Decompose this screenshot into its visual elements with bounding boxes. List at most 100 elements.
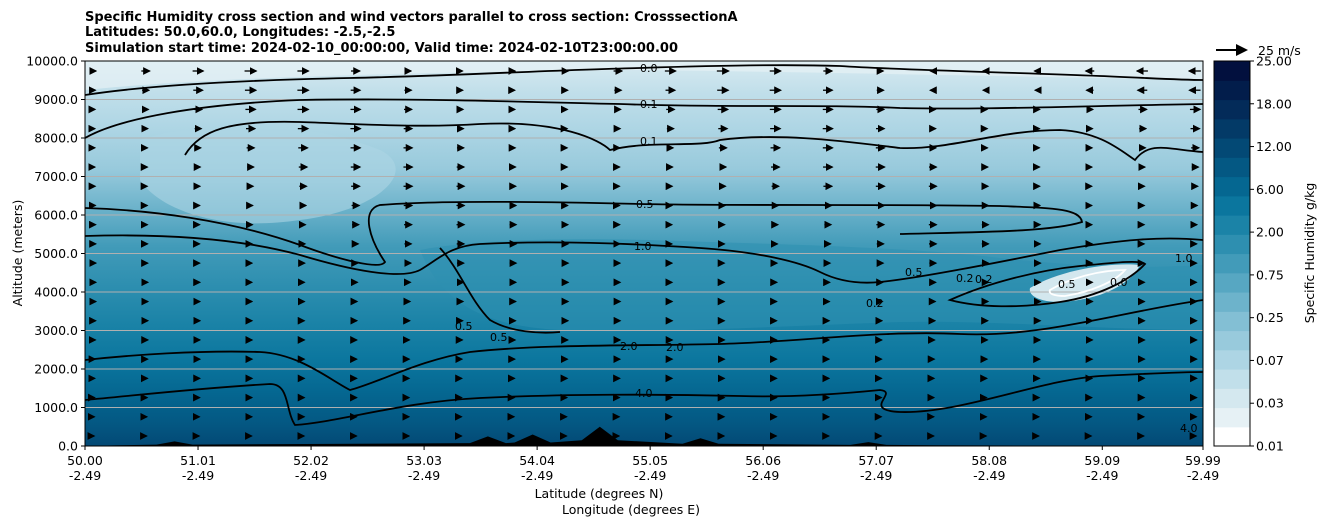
colorbar-tick-label: 25.00	[1256, 54, 1292, 69]
colorbar-tick-label: 2.00	[1256, 225, 1284, 240]
colorbar-tick-label: 0.01	[1256, 439, 1284, 454]
contour-label-6: 0.5	[905, 266, 923, 279]
y-axis-label: Altitude (meters)	[10, 200, 25, 307]
contour-label-5: 1.0	[634, 240, 652, 253]
y-tick-label: 6000.0	[34, 208, 78, 223]
x-axis: 50.00-2.4951.01-2.4952.02-2.4953.03-2.49…	[67, 446, 1221, 483]
x-tick-label-lon: -2.49	[408, 468, 440, 483]
contour-label-2: 0.1	[640, 98, 658, 111]
colorbar-tick-label: 0.25	[1256, 310, 1284, 325]
contour-label-3: 0.1	[640, 135, 658, 148]
colorbar-band	[1214, 253, 1250, 274]
contour-0.0	[85, 64, 1203, 96]
plot-area: 0.0 0.1 0.1 0.5 1.0 0.5 0.2 0.2 0.2 0.5 …	[85, 61, 1203, 446]
y-tick-label: 1000.0	[34, 400, 78, 415]
terrain	[85, 426, 1203, 446]
y-tick-label: 10000.0	[26, 54, 78, 69]
colorbar-band	[1214, 426, 1250, 447]
x-tick-label-lat: 59.99	[1185, 453, 1221, 468]
x-tick-label-lat: 58.08	[971, 453, 1007, 468]
x-tick-label-lon: -2.49	[1086, 468, 1118, 483]
colorbar-band	[1214, 80, 1250, 101]
y-tick-label: 4000.0	[34, 285, 78, 300]
wind-key-label: 25 m/s	[1258, 43, 1301, 58]
x-tick-label-lon: -2.49	[521, 468, 553, 483]
x-tick-label-lon: -2.49	[634, 468, 666, 483]
x-tick-label-lat: 51.01	[180, 453, 216, 468]
y-tick-label: 8000.0	[34, 131, 78, 146]
contour-label-14: 4.0	[635, 387, 653, 400]
colorbar-band	[1214, 349, 1250, 370]
contour-label-4: 0.5	[636, 198, 654, 211]
colorbar-tick-label: 12.00	[1256, 139, 1292, 154]
y-tick-label: 9000.0	[34, 92, 78, 107]
colorbar-band	[1214, 118, 1250, 139]
y-axis: 0.0 1000.0 2000.0 3000.0 4000.0 5000.0 6000.0 7…	[26, 54, 85, 454]
colorbar-band	[1214, 176, 1250, 197]
colorbar-frame	[1213, 60, 1251, 447]
x-tick-label-lon: -2.49	[69, 468, 101, 483]
colorbar-band	[1214, 272, 1250, 293]
contour-1.0	[85, 234, 1203, 284]
colorbar-band	[1214, 407, 1250, 428]
x-tick-label-lat: 53.03	[406, 453, 442, 468]
colorbar-label: Specific Humidity g/kg	[1302, 183, 1317, 324]
colorbar-tick-label: 0.07	[1256, 353, 1284, 368]
x-tick-label-lat: 57.07	[858, 453, 894, 468]
contour-label-7: 0.2	[956, 272, 974, 285]
y-tick-label: 0.0	[58, 439, 78, 454]
colorbar-tick-label: 6.00	[1256, 182, 1284, 197]
colorbar-band	[1214, 234, 1250, 255]
contour-0.1-lower	[184, 120, 1203, 162]
contour-2.0	[85, 299, 1203, 391]
colorbar-band	[1214, 311, 1250, 332]
y-tick-label: 3000.0	[34, 323, 78, 338]
colorbar-band	[1214, 369, 1250, 389]
chart-title-line-1: Specific Humidity cross section and wind…	[85, 10, 738, 25]
y-tick-label: 5000.0	[34, 246, 78, 261]
colorbar-band	[1214, 215, 1250, 235]
contour-label-18: 0.5	[1058, 278, 1076, 291]
dry-intrusion	[140, 125, 396, 224]
x-tick-label-lat: 50.00	[67, 453, 103, 468]
contour-label-12: 2.0	[620, 340, 638, 353]
contour-label-9: 0.2	[866, 297, 884, 310]
contour-label-15: 4.0	[1180, 422, 1198, 435]
x-tick-label-lat: 52.02	[293, 453, 329, 468]
chart-title-line-2: Latitudes: 50.0,60.0, Longitudes: -2.5,-…	[85, 25, 395, 40]
contour-dry-core	[1048, 269, 1127, 297]
colorbar-band	[1214, 61, 1250, 81]
contour-label-13: 2.0	[666, 341, 684, 354]
x-tick-label-lon: -2.49	[860, 468, 892, 483]
dry-pocket	[1029, 264, 1140, 302]
x-axis-label-2: Longitude (degrees E)	[562, 502, 700, 517]
x-tick-label-lon: -2.49	[1187, 468, 1219, 483]
x-tick-label-lon: -2.49	[295, 468, 327, 483]
contour-label-11: 0.5	[490, 331, 508, 344]
wind-vectors	[87, 67, 1202, 440]
x-tick-label-lat: 55.05	[632, 453, 668, 468]
colorbar-band	[1214, 292, 1250, 312]
colorbar-band	[1214, 138, 1250, 158]
contour-label-10: 0.5	[455, 320, 473, 333]
contour-label-1: 0.0	[640, 62, 658, 75]
colorbar-tick-label: 18.00	[1256, 96, 1292, 111]
colorbar-band	[1214, 157, 1250, 178]
x-tick-label-lon: -2.49	[747, 468, 779, 483]
contour-0.1-upper	[85, 98, 1203, 139]
contour-label-17: 0.0	[1110, 276, 1128, 289]
horizontal-gridlines	[85, 99, 1203, 408]
contour-label-16: 1.0	[1175, 252, 1193, 265]
colorbar-band	[1214, 388, 1250, 409]
colorbar	[1214, 61, 1250, 447]
chart-title-line-3: Simulation start time: 2024-02-10_00:00:…	[85, 41, 678, 56]
y-tick-label: 2000.0	[34, 362, 78, 377]
colorbar-ticks: 0.01 0.03 0.07 0.25 0.75 2.00 6.00 12.00 18.00 25…	[1250, 54, 1292, 454]
colorbar-tick-label: 0.75	[1256, 267, 1284, 282]
contour-0.5-tongue	[439, 247, 561, 334]
x-axis-label: Latitude (degrees N)	[535, 486, 664, 501]
contour-label-8: 0.2	[975, 273, 993, 286]
x-tick-label-lon: -2.49	[182, 468, 214, 483]
upper-dry-layer	[85, 61, 1203, 90]
